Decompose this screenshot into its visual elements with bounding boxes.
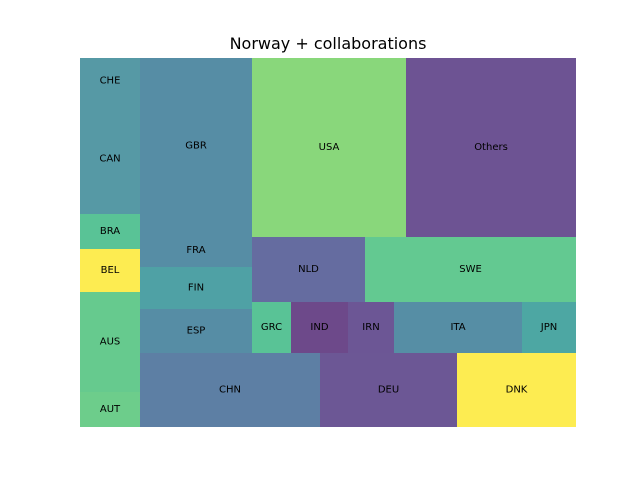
tile-usa [252, 58, 406, 237]
tile-nld [252, 237, 365, 302]
tile-label-swe: SWE [459, 264, 482, 275]
tile-label-nld: NLD [298, 264, 319, 275]
tile-label-chn: CHN [219, 385, 241, 396]
tile-label-jpn: JPN [540, 322, 557, 333]
tile-bra [80, 214, 140, 249]
tile-label-aus: AUS [100, 337, 121, 348]
tile-fra [140, 234, 252, 267]
tile-chn [140, 353, 320, 427]
tile-aus [80, 292, 140, 392]
tile-label-bel: BEL [101, 265, 120, 276]
tile-others [406, 58, 576, 237]
tile-aut [80, 392, 140, 427]
tile-label-che: CHE [100, 76, 121, 87]
tile-gbr [140, 58, 252, 234]
tile-label-fra: FRA [186, 245, 205, 256]
tile-ind [291, 302, 348, 353]
tile-bel [80, 249, 140, 292]
tile-label-dnk: DNK [506, 385, 528, 396]
tile-label-fin: FIN [188, 283, 204, 294]
treemap-labels: CHE CAN BRA BEL AUS AUT GBR FRA FIN ESP CHN USA NLD G… [99, 76, 557, 416]
tile-label-irn: IRN [362, 322, 379, 333]
tile-deu [320, 353, 457, 427]
tile-label-aut: AUT [100, 404, 121, 415]
tile-label-bra: BRA [100, 226, 120, 237]
tile-irn [348, 302, 394, 353]
tile-label-others: Others [474, 142, 508, 153]
tile-grc [252, 302, 291, 353]
tile-label-grc: GRC [261, 322, 282, 333]
tile-can [80, 104, 140, 214]
tile-label-ita: ITA [450, 322, 465, 333]
treemap-tiles [80, 58, 576, 427]
chart-title: Norway + collaborations [230, 34, 427, 53]
tile-label-deu: DEU [378, 385, 399, 396]
tile-label-ind: IND [310, 322, 328, 333]
tile-jpn [522, 302, 576, 353]
tile-label-usa: USA [319, 142, 340, 153]
tile-fin [140, 267, 252, 309]
tile-label-gbr: GBR [185, 141, 207, 152]
tile-dnk [457, 353, 576, 427]
tile-swe [365, 237, 576, 302]
tile-esp [140, 309, 252, 353]
tile-ita [394, 302, 522, 353]
tile-label-esp: ESP [187, 326, 206, 337]
tile-che [80, 58, 140, 104]
tile-label-can: CAN [99, 154, 120, 165]
